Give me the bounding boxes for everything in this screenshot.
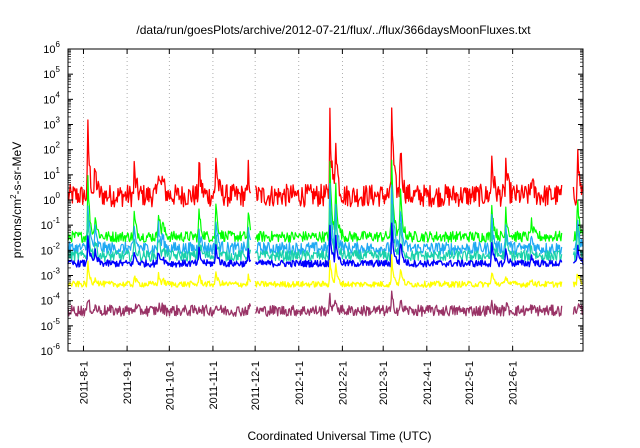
x-tick-label: 2011-10-1 [164,361,176,410]
x-tick-label: 2012-5-1 [464,361,476,405]
y-axis-label-exponent: 2 [9,194,18,199]
x-tick-label: 2011-12-1 [250,361,262,410]
y-tick-label: 106 [43,40,60,56]
y-tick-label: 10-3 [41,267,61,283]
y-axis-label-unit: protons/cm [10,199,24,258]
x-tick-label: 2012-1-1 [294,361,306,405]
axis-ticks: 10-6 10-5 10-4 10-3 10-2 10-1 100 101 102 103 104 1… [41,40,583,410]
x-tick-label: 2012-6-1 [508,361,520,405]
x-tick-label: 2011-11-1 [208,361,220,410]
y-tick-label: 10-6 [41,342,61,358]
y-tick-label: 10-2 [41,241,61,257]
series-line [67,107,584,208]
x-tick-label: 2012-2-1 [337,361,349,405]
x-tick-label: 2011-8-1 [78,361,90,404]
x-tick-label: 2011-9-1 [122,361,134,404]
y-tick-label: 10-4 [41,292,61,308]
y-tick-label: 10-1 [41,216,61,232]
y-tick-label: 100 [43,191,60,207]
x-axis-label: Coordinated Universal Time (UTC) [247,429,431,443]
y-tick-label: 10-5 [41,317,61,333]
y-axis-label: protons/cm2-s-sr-MeV [9,142,24,258]
y-tick-label: 101 [43,166,60,182]
series-line [67,290,584,317]
y-tick-label: 104 [43,90,60,106]
y-tick-label: 102 [43,141,60,157]
y-tick-label: 105 [43,65,60,81]
x-tick-label: 2012-3-1 [378,361,390,405]
x-tick-label: 2012-4-1 [422,361,434,405]
y-tick-label: 103 [43,116,60,132]
series-lines [67,107,584,317]
y-axis-label-rest: -s-sr-MeV [10,142,24,195]
chart-title: /data/run/goesPlots/archive/2012-07-21/f… [136,23,531,37]
